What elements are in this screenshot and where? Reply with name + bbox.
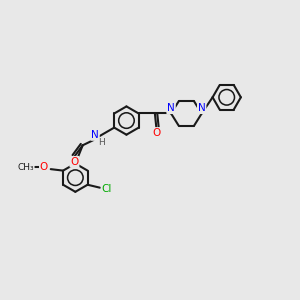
- Text: N: N: [198, 103, 206, 113]
- Text: N: N: [91, 130, 99, 140]
- Text: H: H: [98, 138, 105, 147]
- Text: N: N: [167, 103, 175, 113]
- Text: CH₃: CH₃: [17, 163, 34, 172]
- Text: O: O: [152, 128, 160, 138]
- Text: Cl: Cl: [101, 184, 112, 194]
- Text: O: O: [70, 157, 79, 167]
- Text: O: O: [40, 162, 48, 172]
